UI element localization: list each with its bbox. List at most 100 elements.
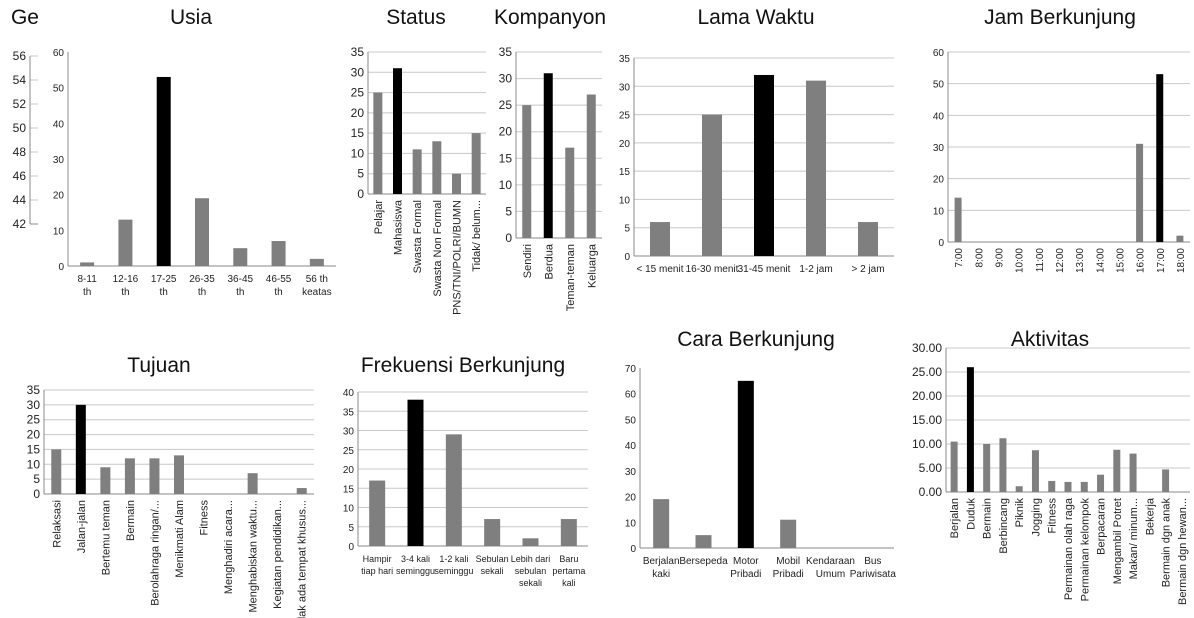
y-tick-label: 25 (27, 413, 41, 427)
y-tick-label: 52 (13, 97, 27, 111)
x-tick-label: Menikmati Alam (174, 500, 186, 578)
chart-lama-waktu-plot: 0 5 10 15 20 25 30 35 < 15 menit 16-30 menit 31-45… (619, 54, 894, 275)
x-tick-label: Mengambil Potret (1112, 498, 1124, 584)
y-tick-label: 0 (348, 542, 354, 553)
bar (966, 367, 974, 492)
chart-lama-waktu: Lama Waktu 0 5 10 15 20 25 30 35 < 15 menit 16-30… (612, 0, 900, 322)
chart-cara-berkunjung: Cara Berkunjung 0 10 20 30 40 50 60 70 Berjalan k… (612, 322, 900, 618)
y-tick-label: 5 (348, 523, 354, 534)
y-tick-label: 10 (619, 195, 631, 206)
y-tick-label: 54 (13, 73, 27, 87)
y-tick-label: 5 (624, 224, 630, 235)
x-tick-label: 14:00 (1095, 248, 1106, 273)
x-tick-label: Berjalan (949, 498, 961, 538)
chart-kompanyon: Kompanyon 0 5 10 15 20 25 30 35 Sendiri Berdua Tem… (494, 0, 606, 322)
y-tick-label: 15 (27, 442, 41, 456)
chart-title: Tujuan (127, 354, 191, 377)
x-tick-label: 31-45 menit (738, 264, 791, 275)
bar (452, 173, 461, 194)
x-tick-label: Mahasiswa (393, 199, 405, 255)
bar (560, 519, 577, 546)
y-tick-label: 30 (625, 467, 637, 478)
y-tick-label: 20 (619, 139, 631, 150)
y-tick-label: 30 (499, 72, 513, 86)
bar (999, 438, 1007, 492)
bar (1097, 474, 1105, 492)
bar (1162, 469, 1170, 492)
chart-title: Kompanyon (494, 6, 607, 29)
y-tick-label: 0 (624, 252, 630, 263)
bar (858, 222, 878, 256)
y-tick-label: 30 (351, 65, 365, 79)
chart-title: Aktivitas (1010, 328, 1090, 351)
y-tick-label: 50 (13, 121, 27, 135)
y-tick-label: 5.00 (919, 461, 943, 475)
chart-usia-plot: 0 10 20 30 40 50 60 8-11 th 12-16 th 17-25 th 26-35 th… (53, 48, 336, 298)
x-tick-label: Lebih dari sebulan sekali (511, 554, 551, 588)
y-tick-label: 15.00 (912, 413, 942, 427)
x-tick-label: Tidak ada tempat khusus... (297, 500, 309, 618)
bar (124, 458, 135, 494)
chart-title: Status (386, 6, 446, 29)
y-tick-label: 35 (27, 383, 41, 397)
bar (695, 535, 712, 548)
x-tick-label: 26-35 th (189, 274, 215, 298)
x-tick-label: Berjalan kaki (643, 556, 680, 580)
chart-jam-berkunjung-plot: 0 10 20 30 40 50 60 7:00 8:00 9:00 10:00 11:00 12:00… (933, 48, 1190, 273)
bar (1113, 449, 1121, 492)
x-tick-label: 16:00 (1136, 248, 1147, 273)
x-tick-label: Bermain dgn anak (1161, 498, 1173, 588)
chart-frekuensi: Frekuensi Berkunjung 0 5 10 15 20 25 30 35 40 Ham… (332, 348, 594, 618)
bar (950, 441, 958, 492)
x-tick-label: 36-45 th (227, 274, 253, 298)
bar (1015, 486, 1023, 492)
x-tick-label: 15:00 (1115, 248, 1126, 273)
y-tick-label: 10 (625, 518, 637, 529)
bar (233, 248, 248, 266)
y-tick-label: 35 (343, 407, 355, 418)
x-tick-label: 56 th keatas (302, 274, 331, 298)
bar (118, 219, 133, 266)
x-tick-label: Pelajar (373, 200, 385, 235)
x-tick-label: Kegiatan pendidikan... (272, 500, 284, 609)
x-tick-label: Bermain dgn hewan... (1177, 498, 1189, 605)
y-tick-label: 10 (933, 206, 945, 217)
x-tick-label: > 2 jam (851, 264, 884, 275)
x-tick-label: 8:00 (974, 248, 985, 268)
bar (1136, 143, 1144, 242)
bar (80, 262, 95, 266)
y-tick-label: 56 (13, 49, 27, 63)
x-tick-label: 12-16 th (113, 274, 139, 298)
bar (156, 76, 171, 266)
x-tick-label: Permainan kelompok (1079, 498, 1091, 602)
y-tick-label: 40 (933, 111, 945, 122)
bar (780, 519, 797, 548)
chart-title: Usia (169, 6, 212, 29)
y-tick-label: 0 (505, 231, 512, 245)
x-tick-label: Piknik (1014, 498, 1026, 528)
bar (1156, 74, 1164, 243)
x-tick-label: 10:00 (1015, 248, 1026, 273)
y-tick-label: 60 (933, 48, 945, 59)
x-tick-label: 17:00 (1156, 248, 1167, 273)
y-tick-label: 42 (13, 217, 27, 231)
y-tick-label: 20 (625, 493, 637, 504)
y-tick-label: 35 (499, 45, 513, 59)
bar (522, 105, 532, 239)
y-tick-label: 25 (343, 446, 355, 457)
x-tick-label: < 15 menit (637, 264, 684, 275)
bar (296, 488, 307, 494)
x-tick-label: 7:00 (954, 248, 965, 268)
x-tick-label: Jogging (1030, 498, 1042, 537)
bar (806, 80, 826, 256)
bar (954, 197, 962, 242)
x-tick-label: Relaksasi (51, 500, 63, 548)
chart-tujuan: Tujuan 0 5 10 15 20 25 30 35 Relaksasi Jalan-jala… (0, 348, 318, 618)
x-tick-label: Berolahraga ringan/... (149, 500, 161, 606)
y-tick-label: 0 (58, 262, 64, 273)
y-tick-label: 50 (625, 415, 637, 426)
bar (100, 467, 111, 494)
